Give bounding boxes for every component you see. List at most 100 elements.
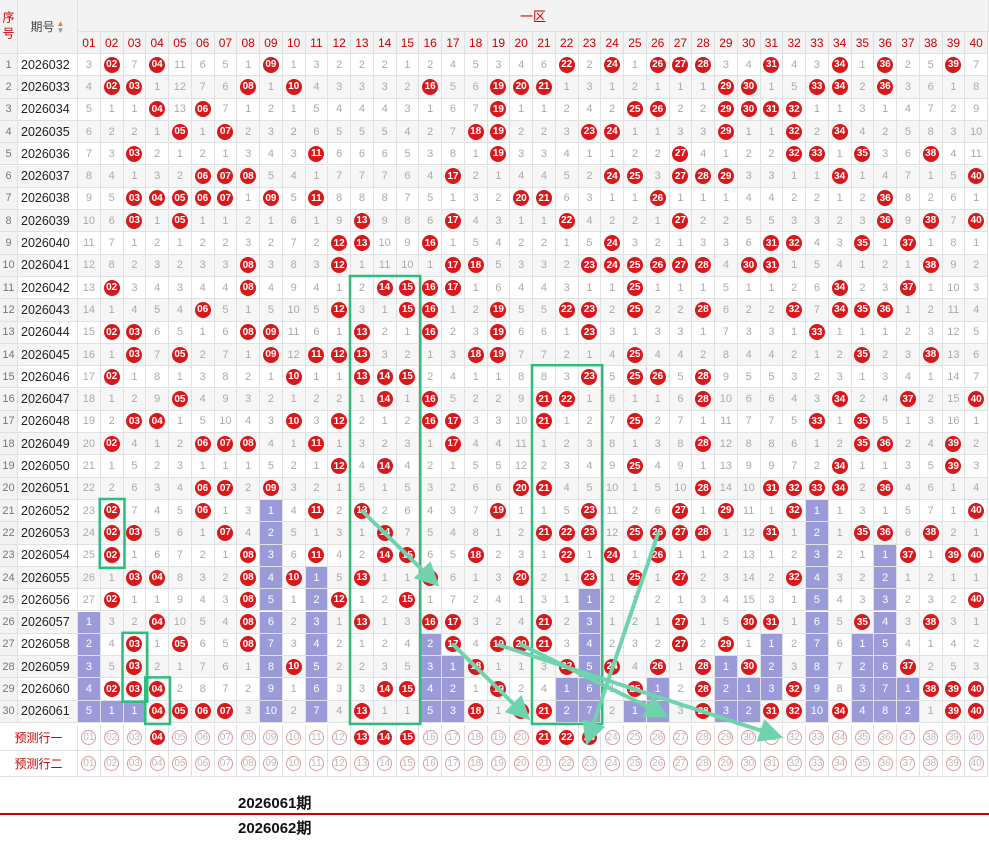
predict-ball[interactable]: 30 (741, 730, 757, 745)
predict-cell[interactable]: 38 (919, 725, 943, 751)
predict-ball[interactable]: 12 (331, 756, 347, 771)
predict-cell[interactable]: 10 (282, 725, 306, 751)
predict-cell[interactable]: 28 (692, 751, 715, 777)
predict-ball[interactable]: 10 (286, 756, 302, 771)
predict-ball[interactable]: 21 (536, 756, 552, 771)
predict-ball[interactable]: 39 (945, 730, 961, 745)
predict-cell[interactable]: 11 (305, 751, 329, 777)
predict-cell[interactable]: 29 (715, 751, 738, 777)
predict-cell[interactable]: 26 (646, 725, 670, 751)
predict-cell[interactable]: 39 (942, 725, 966, 751)
predict-ball[interactable]: 31 (763, 730, 779, 745)
predict-cell[interactable]: 22 (555, 751, 579, 777)
predict-ball[interactable]: 08 (240, 756, 256, 771)
predict-ball[interactable]: 10 (286, 730, 302, 745)
predict-cell[interactable]: 27 (669, 751, 693, 777)
predict-ball[interactable]: 22 (559, 730, 575, 745)
predict-cell[interactable]: 17 (442, 725, 465, 751)
predict-ball[interactable]: 24 (604, 756, 620, 771)
predict-cell[interactable]: 07 (214, 751, 238, 777)
predict-ball[interactable]: 12 (331, 730, 347, 745)
predict-ball[interactable]: 37 (900, 756, 916, 771)
predict-ball[interactable]: 16 (422, 730, 438, 745)
predict-ball[interactable]: 26 (650, 730, 666, 745)
predict-ball[interactable]: 14 (377, 756, 393, 771)
predict-cell[interactable]: 05 (169, 725, 192, 751)
predict-ball[interactable]: 03 (126, 756, 142, 771)
predict-cell[interactable]: 30 (737, 725, 761, 751)
predict-cell[interactable]: 36 (874, 751, 897, 777)
predict-ball[interactable]: 28 (695, 756, 711, 771)
predict-cell[interactable]: 01 (78, 751, 101, 777)
predict-ball[interactable]: 06 (195, 756, 211, 771)
predict-ball[interactable]: 25 (627, 730, 643, 745)
predict-ball[interactable]: 34 (832, 756, 848, 771)
predict-ball[interactable]: 03 (126, 730, 142, 745)
predict-ball[interactable]: 01 (81, 730, 97, 745)
predict-cell[interactable]: 19 (487, 725, 511, 751)
predict-ball[interactable]: 15 (399, 730, 415, 745)
predict-cell[interactable]: 03 (123, 725, 147, 751)
predict-cell[interactable]: 35 (851, 725, 875, 751)
predict-cell[interactable]: 36 (874, 725, 897, 751)
predict-ball[interactable]: 02 (104, 730, 120, 745)
predict-ball[interactable]: 04 (149, 730, 165, 745)
predict-cell[interactable]: 10 (282, 751, 306, 777)
predict-cell[interactable]: 04 (146, 725, 169, 751)
predict-ball[interactable]: 11 (308, 730, 324, 745)
predict-cell[interactable]: 39 (942, 751, 966, 777)
predict-cell[interactable]: 18 (464, 751, 488, 777)
predict-ball[interactable]: 35 (854, 756, 870, 771)
predict-cell[interactable]: 16 (419, 725, 442, 751)
predict-ball[interactable]: 08 (240, 730, 256, 745)
predict-ball[interactable]: 07 (217, 756, 233, 771)
predict-cell[interactable]: 15 (396, 725, 420, 751)
predict-cell[interactable]: 09 (260, 751, 283, 777)
predict-ball[interactable]: 33 (809, 756, 825, 771)
predict-ball[interactable]: 35 (854, 730, 870, 745)
predict-cell[interactable]: 37 (897, 725, 920, 751)
predict-cell[interactable]: 15 (396, 751, 420, 777)
predict-ball[interactable]: 15 (399, 756, 415, 771)
predict-ball[interactable]: 14 (377, 730, 393, 745)
predict-ball[interactable]: 19 (490, 730, 506, 745)
predict-ball[interactable]: 16 (422, 756, 438, 771)
predict-ball[interactable]: 07 (217, 730, 233, 745)
predict-cell[interactable]: 04 (146, 751, 169, 777)
predict-ball[interactable]: 36 (877, 756, 893, 771)
predict-ball[interactable]: 34 (832, 730, 848, 745)
predict-ball[interactable]: 13 (354, 730, 370, 745)
predict-cell[interactable]: 17 (442, 751, 465, 777)
period-header[interactable]: 期号 ▲ ▼ (18, 0, 78, 54)
predict-ball[interactable]: 05 (172, 756, 188, 771)
predict-cell[interactable]: 24 (601, 751, 624, 777)
predict-ball[interactable]: 37 (900, 730, 916, 745)
predict-cell[interactable]: 05 (169, 751, 192, 777)
predict-ball[interactable]: 25 (627, 756, 643, 771)
predict-cell[interactable]: 34 (828, 725, 852, 751)
predict-cell[interactable]: 01 (78, 725, 101, 751)
predict-ball[interactable]: 27 (672, 730, 688, 745)
sort-arrows-icon[interactable]: ▲ ▼ (56, 18, 65, 35)
predict-ball[interactable]: 18 (468, 730, 484, 745)
predict-ball[interactable]: 40 (968, 730, 984, 745)
predict-cell[interactable]: 23 (578, 751, 602, 777)
predict-cell[interactable]: 12 (328, 725, 351, 751)
predict-cell[interactable]: 23 (578, 725, 602, 751)
predict-ball[interactable]: 19 (490, 756, 506, 771)
predict-cell[interactable]: 06 (191, 751, 215, 777)
predict-ball[interactable]: 28 (695, 730, 711, 745)
predict-ball[interactable]: 11 (308, 756, 324, 771)
predict-cell[interactable]: 32 (783, 725, 806, 751)
predict-cell[interactable]: 14 (373, 725, 397, 751)
predict-cell[interactable]: 29 (715, 725, 738, 751)
predict-ball[interactable]: 06 (195, 730, 211, 745)
predict-cell[interactable]: 08 (237, 751, 260, 777)
predict-cell[interactable]: 02 (100, 725, 124, 751)
predict-cell[interactable]: 13 (351, 751, 374, 777)
predict-ball[interactable]: 21 (536, 730, 552, 745)
predict-cell[interactable]: 13 (351, 725, 374, 751)
predict-cell[interactable]: 40 (965, 725, 988, 751)
predict-ball[interactable]: 05 (172, 730, 188, 745)
predict-cell[interactable]: 32 (783, 751, 806, 777)
